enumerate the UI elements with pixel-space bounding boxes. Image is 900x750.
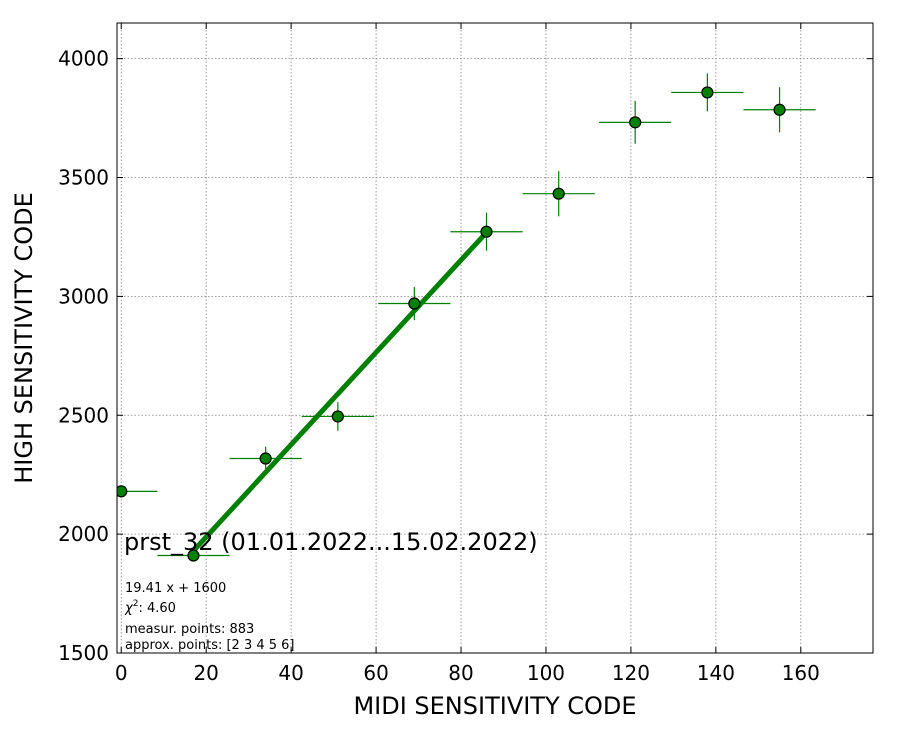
x-tick-label: 40 [278,661,303,685]
data-point [157,549,230,562]
data-point [599,100,672,144]
data-point [378,286,451,321]
data-point [450,212,523,251]
x-tick-label: 80 [448,661,473,685]
data-point [671,73,744,112]
grid-lines [117,23,873,654]
data-point [229,446,302,471]
annotation-title: prst_32 (01.01.2022...15.02.2022) [124,528,538,556]
point-marker [480,225,493,238]
x-tick-label: 20 [193,661,218,685]
point-marker [552,187,565,200]
plot-frame [116,22,874,654]
point-marker [259,452,272,465]
y-tick-label: 3500 [58,166,109,190]
x-axis-label: MIDI SENSITIVITY CODE [353,692,636,720]
x-tick-label: 100 [527,661,565,685]
y-tick-label: 2000 [58,522,109,546]
annotation-chi2: χ2: 4.60 [124,599,176,616]
point-marker [629,116,642,129]
annotation-measur-points: measur. points: 883 [125,622,254,637]
fit-line-group [191,230,489,553]
y-tick-label: 4000 [58,47,109,71]
point-marker [408,297,421,310]
annotation-chi2-value: : 4.60 [138,601,175,616]
data-point [522,171,595,217]
y-axis-label: HIGH SENSITIVITY CODE [10,192,38,484]
data-point [301,402,374,431]
axis-ticks: 0 20 40 60 80 100 120 140 160 1500 2000 2500 3000 350… [58,23,873,685]
x-tick-label: 0 [115,661,128,685]
y-tick-label: 2500 [58,403,109,427]
x-tick-label: 60 [363,661,388,685]
data-point [117,485,158,498]
annotation-approx-points: approx. points: [2 3 4 5 6] [125,638,295,653]
x-tick-label: 120 [612,661,650,685]
x-tick-label: 160 [782,661,820,685]
data-points [117,73,816,562]
point-marker [773,103,786,116]
y-tick-label: 1500 [58,641,109,665]
data-point [743,87,816,133]
point-marker [187,549,200,562]
fit-line [191,230,489,553]
point-marker [701,86,714,99]
x-tick-label: 140 [697,661,735,685]
point-marker [117,485,128,498]
annotation-equation: 19.41 x + 1600 [125,581,226,596]
y-tick-label: 3000 [58,284,109,308]
point-marker [331,410,344,423]
